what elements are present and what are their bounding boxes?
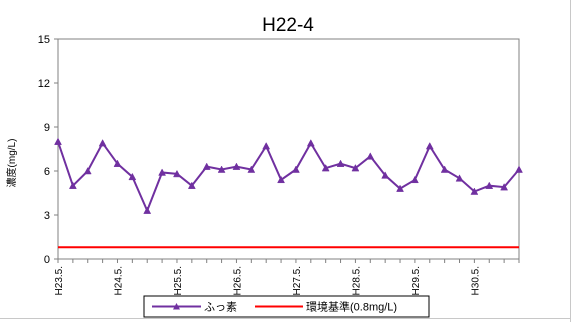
y-tick-label: 15 [38, 34, 50, 46]
y-tick-label: 3 [44, 210, 50, 222]
data-point [68, 181, 77, 189]
fluorine-series-line [57, 141, 520, 214]
y-axis-label: 濃度(mg/L) [5, 139, 18, 188]
x-axis: H23.5. H24.5. H25.5. H26.5. H27.5. H28.5. H29.… [54, 259, 520, 295]
chart-title: H22-4 [262, 15, 314, 36]
legend-label-fluorine: ふっ素 [204, 301, 237, 314]
legend-label-standard: 環境基準(0.8mg/L) [306, 300, 397, 314]
data-point [336, 159, 345, 167]
data-point [158, 168, 167, 176]
data-point [187, 181, 196, 189]
data-point [470, 187, 479, 195]
data-point [351, 164, 360, 172]
data-point [173, 169, 181, 178]
window-right-border [570, 0, 571, 322]
window-bottom-border [0, 318, 571, 319]
y-tick-label: 6 [44, 166, 50, 178]
data-point [83, 166, 92, 175]
x-tick-label: H29.5. [411, 266, 422, 295]
data-point [128, 172, 137, 181]
data-point [485, 181, 494, 189]
data-point [262, 142, 271, 150]
data-point [54, 137, 62, 145]
data-point [143, 206, 152, 214]
data-point [306, 139, 315, 147]
data-point [515, 165, 523, 173]
data-point [396, 184, 404, 192]
x-tick-label: H24.5. [113, 266, 124, 295]
data-point [277, 175, 285, 184]
y-tick-label: 9 [44, 122, 50, 134]
data-point [366, 152, 375, 160]
x-tick-label: H30.5. [470, 266, 481, 295]
x-tick-label: H23.5. [54, 266, 65, 295]
data-point [440, 165, 449, 173]
legend: ふっ素 環境基準(0.8mg/L) [143, 295, 430, 318]
data-point [381, 171, 390, 179]
y-axis: 0 3 6 9 12 15 [38, 34, 58, 266]
legend-marker-fluorine [173, 303, 180, 310]
series-layer [54, 137, 523, 249]
data-point [425, 142, 434, 150]
data-point [247, 165, 256, 173]
data-point [321, 164, 330, 172]
plot-area [57, 38, 520, 260]
x-tick-label: H26.5. [232, 266, 243, 295]
data-point [500, 183, 509, 191]
x-tick-label: H27.5. [292, 266, 303, 295]
y-tick-label: 0 [44, 254, 50, 266]
x-tick-label: H28.5. [351, 266, 362, 295]
data-point [232, 162, 241, 170]
data-point [410, 175, 419, 184]
data-point [217, 165, 226, 173]
data-point [202, 162, 211, 170]
data-point [98, 139, 107, 147]
y-tick-label: 12 [38, 78, 50, 90]
data-point [292, 165, 300, 173]
x-tick-label: H25.5. [173, 266, 184, 295]
data-point [113, 159, 122, 167]
data-point [455, 174, 464, 182]
